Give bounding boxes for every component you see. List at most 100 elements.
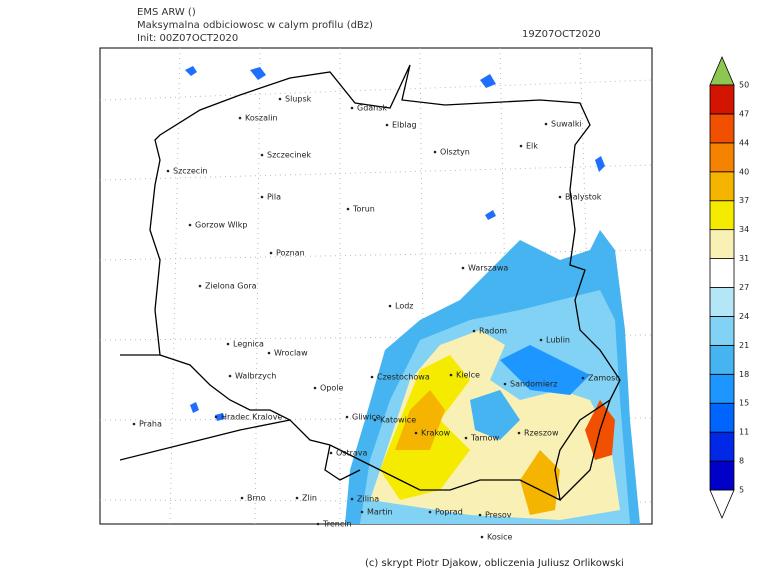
borders: [119, 64, 621, 502]
colorbar-box: [709, 402, 735, 433]
city-dot: [316, 522, 320, 526]
city-label: Katowice: [380, 416, 416, 425]
colorbar-box: [709, 431, 735, 462]
city-dot: [166, 169, 170, 173]
city-label: Zilina: [357, 495, 379, 504]
city-label: Zamosc: [588, 374, 620, 383]
city-label: Praha: [139, 420, 162, 429]
city-label: Krakow: [421, 429, 451, 438]
colorbar-label: 11: [739, 428, 749, 437]
city-dot: [558, 195, 562, 199]
colorbar-over: [709, 55, 735, 86]
city-label: Torun: [352, 205, 375, 214]
city-label: Radom: [479, 327, 507, 336]
city-dot: [503, 382, 507, 386]
city-dot: [464, 436, 468, 440]
colorbar-label: 44: [739, 138, 749, 147]
city-label: Koszalin: [245, 114, 278, 123]
city-label: Poprad: [435, 508, 463, 517]
city-label: Warszawa: [468, 264, 508, 273]
colorbar-box: [709, 344, 735, 375]
colorbar-label: 31: [739, 254, 749, 263]
colorbar-label: 34: [739, 225, 749, 234]
city-label: Ostrava: [336, 449, 368, 458]
colorbar-box: [709, 373, 735, 404]
colorbar-label: 27: [739, 283, 749, 292]
city-label: Gorzow Wlkp: [195, 221, 247, 230]
city-dot: [544, 122, 548, 126]
colorbar-label: 37: [739, 196, 749, 205]
city-label: Szczecinek: [267, 151, 311, 160]
valid-time: 19Z07OCT2020: [522, 29, 601, 40]
city-label: Wroclaw: [274, 349, 308, 358]
city-label: Sandomierz: [510, 380, 557, 389]
colorbar-box: [709, 200, 735, 231]
city-dot: [329, 451, 333, 455]
city-label: Bialystok: [565, 193, 602, 202]
city-label: Trencin: [322, 520, 352, 529]
colorbar-box: [709, 316, 735, 346]
colorbar-label: 47: [739, 109, 749, 118]
city-dot: [260, 153, 264, 157]
colorbar-label: 8: [739, 457, 744, 466]
city-label: Slupsk: [285, 95, 312, 104]
city-label: Hradec Kralove: [221, 413, 282, 422]
colorbar-label: 21: [739, 341, 749, 350]
city-dot: [373, 418, 377, 422]
precipitation: [185, 66, 640, 524]
city-label: Opole: [320, 384, 343, 393]
map: Slupsk Gdansk Koszalin Elblag Suwalki Elk Szcz…: [99, 47, 653, 542]
city-dot: [449, 373, 453, 377]
city-dot: [228, 374, 232, 378]
city-dot: [198, 284, 202, 288]
colorbar-box: [709, 460, 735, 491]
city-dot: [519, 144, 523, 148]
city-dot: [238, 116, 242, 120]
city-label: Elk: [526, 142, 538, 151]
city-dot: [188, 223, 192, 227]
city-dot: [226, 342, 230, 346]
city-dot: [480, 535, 484, 539]
city-label: Szczecin: [173, 167, 208, 176]
city-dot: [260, 195, 264, 199]
city-label: Walbrzych: [235, 372, 276, 381]
colorbar: 5 8 11 15 18 21 24 27 31 34 37 40 44 47 50: [709, 55, 749, 520]
city-label: Elblag: [392, 121, 417, 130]
city-dot: [472, 329, 476, 333]
city-dot: [581, 376, 585, 380]
city-dot: [433, 150, 437, 154]
colorbar-label: 15: [739, 399, 749, 408]
city-dot: [350, 497, 354, 501]
credit: (c) skrypt Piotr Djakow, obliczenia Juli…: [365, 558, 624, 569]
city-label: Zielona Gora: [205, 282, 257, 291]
city-labels: Slupsk Gdansk Koszalin Elblag Suwalki Elk Szcz…: [132, 95, 620, 542]
city-label: Suwalki: [551, 120, 582, 129]
colorbar-label: 50: [739, 81, 749, 90]
city-label: Poznan: [276, 249, 305, 258]
city-label: Legnica: [233, 340, 264, 349]
city-dot: [346, 207, 350, 211]
city-label: Kosice: [487, 533, 513, 542]
city-dot: [345, 415, 349, 419]
city-dot: [214, 415, 218, 419]
city-dot: [269, 251, 273, 255]
city-label: Lublin: [546, 336, 570, 345]
model-name: EMS ARW (): [137, 7, 196, 18]
colorbar-box: [709, 113, 735, 144]
city-label: Rzeszow: [524, 429, 559, 438]
city-label: Gliwice: [352, 413, 381, 422]
city-label: Czestochowa: [377, 373, 430, 382]
city-dot: [313, 386, 317, 390]
colorbar-box: [709, 229, 735, 259]
city-label: Presov: [485, 511, 512, 520]
city-dot: [132, 422, 136, 426]
colorbar-label: 5: [739, 486, 744, 495]
city-dot: [360, 510, 364, 514]
city-label: Lodz: [395, 302, 414, 311]
city-dot: [517, 431, 521, 435]
city-label: Martin: [367, 508, 393, 517]
city-label: Kielce: [456, 371, 480, 380]
colorbar-label: 40: [739, 167, 749, 176]
colorbar-label: 24: [739, 312, 749, 321]
